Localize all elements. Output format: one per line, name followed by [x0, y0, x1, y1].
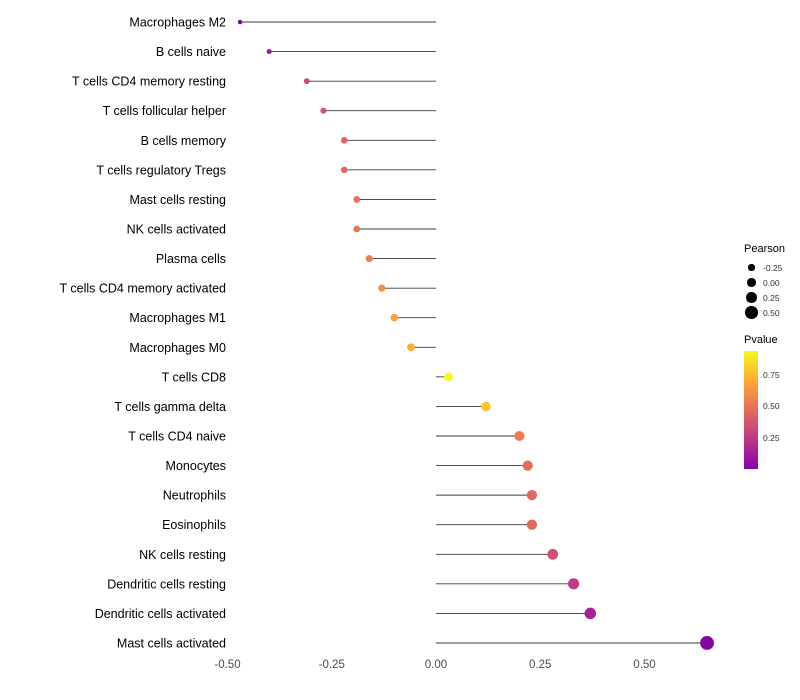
lollipop-dot: [378, 284, 386, 292]
legend-size-label: 0.00: [763, 277, 780, 288]
category-label: Macrophages M1: [129, 311, 226, 325]
category-label: Mast cells resting: [129, 193, 226, 207]
legend-pearson-item: 0.00: [744, 275, 785, 290]
category-label: Dendritic cells resting: [107, 577, 226, 591]
legend-size-label: 0.25: [763, 292, 780, 303]
category-label: T cells follicular helper: [103, 104, 226, 118]
legend-pvalue-tick: 0.25: [763, 433, 780, 444]
category-label: Macrophages M2: [129, 16, 226, 30]
lollipop-dot: [526, 519, 538, 530]
legend-size-label: -0.25: [763, 262, 783, 273]
lollipop-dot: [547, 548, 559, 560]
category-label: T cells CD4 memory activated: [60, 282, 227, 296]
legend-pvalue-tick: 0.75: [763, 369, 780, 380]
legend-pearson-items: -0.25 0.00 0.25 0.50: [744, 260, 785, 320]
category-label: Monocytes: [166, 459, 226, 473]
category-label: B cells memory: [141, 134, 227, 148]
category-label: T cells gamma delta: [114, 400, 226, 414]
legend-pearson-item: -0.25: [744, 260, 785, 275]
lollipop-dot: [353, 225, 361, 233]
legend-pvalue-colorbar-wrap: 0.75 0.50 0.25: [744, 351, 780, 469]
category-label: NK cells activated: [127, 222, 226, 236]
x-tick-label: 0.00: [425, 659, 447, 671]
lollipop-dot: [526, 489, 538, 501]
category-label: B cells naive: [156, 45, 226, 59]
lollipop-dot: [568, 578, 580, 590]
lollipop-dot: [514, 430, 525, 442]
x-tick-label: 0.50: [633, 659, 655, 671]
category-label: Neutrophils: [163, 489, 226, 503]
legend-size-dot: [745, 306, 758, 319]
lollipop-dot: [390, 313, 399, 322]
lollipop-dot: [584, 607, 597, 620]
legend-size-dot: [747, 278, 756, 287]
lollipop-dot: [481, 401, 491, 412]
lollipop-dot: [407, 343, 415, 352]
x-tick-label: -0.50: [214, 659, 240, 671]
lollipop-dot: [353, 196, 361, 203]
category-label: T cells CD8: [162, 370, 226, 384]
category-label: NK cells resting: [139, 548, 226, 562]
category-label: Eosinophils: [162, 518, 226, 532]
legend-size-label: 0.50: [763, 307, 780, 318]
legend-pvalue: Pvalue 0.75 0.50 0.25: [744, 334, 780, 469]
legend-pvalue-title: Pvalue: [744, 334, 778, 346]
legend-pearson: Pearson -0.25 0.00 0.25 0.50: [744, 243, 785, 320]
lollipop-dot: [320, 107, 327, 114]
category-label: Dendritic cells activated: [95, 607, 226, 621]
legend-pearson-title: Pearson: [744, 243, 785, 255]
x-tick-label: 0.25: [529, 659, 551, 671]
lollipop-dot: [444, 372, 453, 382]
legend-pvalue-tick: 0.50: [763, 401, 780, 412]
legend-pearson-item: 0.50: [744, 305, 785, 320]
lollipop-dot: [365, 255, 373, 263]
legend-size-dot: [746, 292, 757, 303]
lollipop-dot: [700, 636, 714, 650]
legend-pearson-item: 0.25: [744, 290, 785, 305]
category-label: T cells regulatory Tregs: [96, 163, 226, 177]
lollipop-dot: [340, 137, 348, 144]
lollipop-dot: [266, 49, 272, 55]
legend-size-dot: [748, 264, 755, 271]
lollipop-dot: [522, 460, 533, 471]
lollipop-dot: [237, 19, 243, 25]
category-label: Plasma cells: [156, 252, 226, 266]
lollipop-dot: [340, 166, 348, 174]
category-label: Macrophages M0: [129, 341, 226, 355]
pvalue-colorbar: [744, 351, 758, 469]
lollipop-dot: [303, 78, 310, 85]
category-label: T cells CD4 naive: [128, 429, 226, 443]
x-tick-label: -0.25: [319, 659, 345, 671]
category-label: Mast cells activated: [117, 636, 226, 650]
category-label: T cells CD4 memory resting: [72, 75, 226, 89]
